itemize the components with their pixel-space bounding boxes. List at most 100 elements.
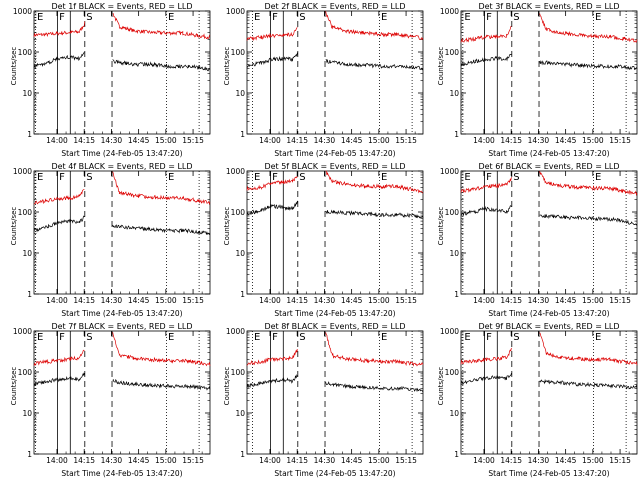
- x-tick-label: 14:15: [73, 136, 95, 145]
- interval-label: S: [299, 332, 305, 343]
- y-tick-label: 10: [449, 89, 459, 98]
- x-tick-label: 14:00: [46, 296, 68, 305]
- interval-label: E: [168, 172, 174, 183]
- x-tick-label: 15:15: [395, 296, 417, 305]
- x-tick-label: 15:00: [582, 296, 604, 305]
- x-tick-label: 14:30: [101, 296, 123, 305]
- chart-svg: 1 10 100 1000 14:00 14:15 14:30 14:45 15:00 15:15…: [13, 327, 211, 465]
- interval-label: S: [513, 332, 519, 343]
- y-tick-label: 1: [27, 130, 32, 139]
- chart-title: Det 8f BLACK = Events, RED = LLD: [264, 322, 406, 331]
- x-axis-label: Start Time (24-Feb-05 13:47:20): [274, 149, 396, 158]
- x-tick-label: 15:00: [368, 296, 390, 305]
- y-tick-label: 100: [231, 208, 246, 217]
- x-tick-label: 14:45: [341, 456, 363, 465]
- x-tick-label: 15:00: [155, 136, 177, 145]
- chart-svg: 1 10 100 1000 14:00 14:15 14:30 14:45 15:00 15:15…: [440, 167, 638, 305]
- x-axis-label: Start Time (24-Feb-05 13:47:20): [61, 469, 183, 478]
- series-line-events: [33, 215, 211, 235]
- x-axis-label: Start Time (24-Feb-05 13:47:20): [61, 149, 183, 158]
- x-tick-label: 14:15: [500, 456, 522, 465]
- x-tick-label: 15:00: [368, 456, 390, 465]
- x-tick-label: 14:30: [101, 136, 123, 145]
- interval-label: E: [595, 172, 601, 183]
- y-tick-label: 100: [231, 48, 246, 57]
- y-tick-label: 1000: [440, 7, 459, 16]
- series-line-events: [33, 372, 211, 391]
- x-tick-label: 14:15: [500, 296, 522, 305]
- x-tick-label: 14:45: [128, 296, 150, 305]
- interval-label: S: [299, 12, 305, 23]
- y-tick-label: 1000: [226, 167, 245, 176]
- y-tick-label: 1: [27, 450, 32, 459]
- x-tick-label: 14:45: [555, 296, 577, 305]
- x-tick-label: 14:15: [500, 136, 522, 145]
- x-tick-label: 14:15: [286, 296, 308, 305]
- y-tick-label: 1000: [440, 327, 459, 336]
- interval-label: F: [486, 332, 492, 343]
- x-tick-label: 15:15: [609, 296, 631, 305]
- x-tick-label: 14:30: [528, 296, 550, 305]
- series-line-lld: [460, 332, 638, 366]
- x-tick-label: 14:45: [128, 456, 150, 465]
- x-tick-label: 14:00: [473, 456, 495, 465]
- plot-frame: [33, 10, 211, 135]
- x-tick-label: 14:45: [555, 456, 577, 465]
- y-tick-label: 1: [27, 290, 32, 299]
- interval-label: F: [272, 172, 278, 183]
- x-tick-label: 14:30: [101, 456, 123, 465]
- series-line-events: [460, 205, 638, 226]
- interval-label: F: [486, 12, 492, 23]
- x-tick-label: 14:30: [528, 136, 550, 145]
- series-line-lld: [246, 332, 424, 367]
- detector-panel-5: Det 5f BLACK = Events, RED = LLD Start Ti…: [213, 160, 426, 320]
- x-axis-label: Start Time (24-Feb-05 13:47:20): [61, 309, 183, 318]
- y-tick-label: 10: [235, 249, 245, 258]
- series-line-lld: [460, 171, 638, 197]
- y-tick-label: 1: [454, 450, 459, 459]
- x-axis-label: Start Time (24-Feb-05 13:47:20): [488, 149, 610, 158]
- y-tick-label: 10: [235, 89, 245, 98]
- x-tick-label: 14:00: [46, 136, 68, 145]
- x-tick-label: 14:30: [314, 136, 336, 145]
- interval-label: E: [254, 172, 260, 183]
- chart-title: Det 2f BLACK = Events, RED = LLD: [264, 2, 406, 11]
- x-tick-label: 15:00: [155, 296, 177, 305]
- chart-title: Det 1f BLACK = Events, RED = LLD: [51, 2, 193, 11]
- chart-svg: 1 10 100 1000 14:00 14:15 14:30 14:45 15:00 15:15…: [226, 327, 424, 465]
- chart-title: Det 7f BLACK = Events, RED = LLD: [51, 322, 193, 331]
- x-tick-label: 15:15: [182, 296, 204, 305]
- x-tick-label: 15:15: [609, 456, 631, 465]
- interval-label: E: [381, 172, 387, 183]
- y-tick-label: 1000: [13, 7, 32, 16]
- series-line-lld: [246, 170, 424, 194]
- y-tick-label: 1000: [226, 7, 245, 16]
- interval-label: E: [37, 172, 43, 183]
- y-tick-label: 10: [235, 409, 245, 418]
- plot-frame: [33, 170, 211, 295]
- chart-svg: 1 10 100 1000 14:00 14:15 14:30 14:45 15:00 15:15…: [13, 167, 211, 305]
- interval-label: E: [595, 12, 601, 23]
- interval-label: F: [59, 332, 65, 343]
- interval-label: S: [86, 172, 92, 183]
- series-line-events: [460, 54, 638, 70]
- x-tick-label: 14:15: [286, 456, 308, 465]
- series-line-events: [246, 200, 424, 219]
- x-tick-label: 14:15: [73, 456, 95, 465]
- x-tick-label: 15:00: [582, 456, 604, 465]
- series-line-events: [246, 374, 424, 393]
- interval-label: S: [513, 172, 519, 183]
- interval-label: F: [59, 12, 65, 23]
- chart-title: Det 6f BLACK = Events, RED = LLD: [478, 162, 620, 171]
- x-tick-label: 14:30: [314, 456, 336, 465]
- x-tick-label: 15:15: [182, 136, 204, 145]
- detector-panel-9: Det 9f BLACK = Events, RED = LLD Start Ti…: [427, 320, 640, 480]
- interval-label: S: [86, 12, 92, 23]
- x-tick-label: 14:45: [128, 136, 150, 145]
- x-tick-label: 14:00: [259, 136, 281, 145]
- chart-svg: 1 10 100 1000 14:00 14:15 14:30 14:45 15:00 15:15…: [226, 167, 424, 305]
- detector-panel-1: Det 1f BLACK = Events, RED = LLD Start Ti…: [0, 0, 213, 160]
- interval-label: E: [254, 12, 260, 23]
- x-axis-label: Start Time (24-Feb-05 13:47:20): [488, 469, 610, 478]
